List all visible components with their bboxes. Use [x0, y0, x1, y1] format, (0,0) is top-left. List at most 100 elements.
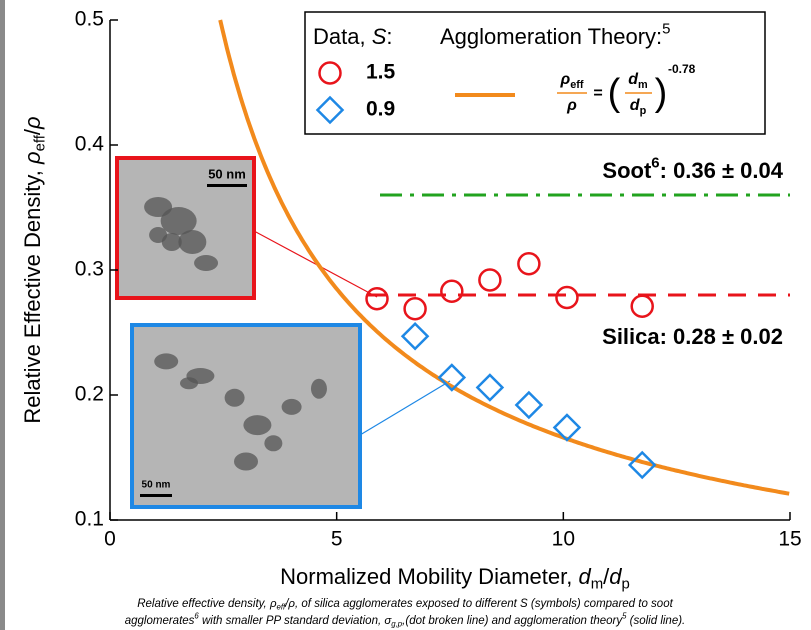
- data-point: [365, 287, 389, 311]
- equals-sign: =: [593, 85, 602, 102]
- inset-connector: [359, 380, 451, 436]
- x-tick-label: 10: [552, 528, 575, 551]
- text-segment: m: [591, 576, 603, 593]
- data-point: [440, 279, 464, 303]
- text-segment: :: [386, 24, 392, 49]
- rich-text: dm: [628, 71, 647, 90]
- rich-text: ρ: [566, 97, 577, 114]
- text-segment: ρ: [20, 151, 45, 165]
- rich-text: Normalized Mobility Diameter, dm/dp: [280, 564, 630, 593]
- text-segment: ,(dot broken line) and agglomeration the…: [402, 615, 623, 627]
- text-segment: /: [20, 128, 45, 135]
- exponent: -0.78: [668, 62, 696, 76]
- text-segment: (solid line).: [626, 615, 685, 627]
- rich-text: dp: [630, 97, 647, 116]
- data-point: [627, 450, 657, 480]
- text-segment: p: [622, 576, 630, 593]
- rich-text: ρeff: [560, 71, 584, 90]
- text-segment: 5: [622, 612, 627, 621]
- scale-bar: [207, 184, 247, 187]
- text-segment: Agglomeration Theory:: [440, 24, 662, 49]
- text-segment: 5: [662, 21, 670, 38]
- data-point: [517, 252, 541, 276]
- text-segment: 6: [194, 612, 199, 621]
- rich-text: Relative Effective Density, ρeff/ρ: [20, 116, 49, 423]
- y-tick-label: 0.1: [75, 508, 104, 531]
- text-segment: eff: [32, 134, 49, 151]
- legend-marker: [318, 61, 342, 85]
- scale-bar-label: 50 nm: [142, 480, 171, 491]
- text-segment: : 0.36 ± 0.04: [660, 158, 784, 183]
- particle-cluster: [243, 415, 272, 436]
- rich-text: Data, S:: [313, 24, 393, 49]
- text-segment: ρ: [560, 71, 571, 88]
- text-segment: agglomerates: [125, 615, 195, 627]
- y-tick-label: 0.2: [75, 383, 104, 406]
- text-segment: with smaller PP standard deviation,: [199, 615, 385, 627]
- text-segment: Data,: [313, 24, 372, 49]
- text-segment: p: [640, 105, 647, 117]
- text-segment: Silica: 0.28 ± 0.02: [602, 324, 783, 349]
- data-point: [403, 297, 427, 321]
- particle-cluster: [160, 207, 197, 235]
- legend-label: 0.9: [366, 98, 395, 121]
- text-segment: ρ: [566, 97, 577, 114]
- text-segment: d: [578, 564, 591, 589]
- legend-box: [304, 11, 766, 135]
- particle-cluster: [310, 378, 327, 399]
- text-segment: g,p: [391, 620, 403, 629]
- text-segment: ρ: [269, 598, 277, 610]
- edge-bar: [0, 0, 5, 630]
- rich-text: Agglomeration Theory:5: [440, 21, 671, 49]
- text-segment: /ρ, of silica agglomerates exposed to di…: [284, 598, 673, 610]
- text-segment: eff: [570, 79, 584, 91]
- scale-bar-label: 50 nm: [208, 166, 246, 181]
- paren: ): [655, 72, 668, 114]
- data-point: [400, 321, 430, 351]
- x-tick-label: 5: [331, 528, 343, 551]
- data-point: [478, 268, 502, 292]
- y-tick-label: 0.3: [75, 258, 104, 281]
- particle-cluster: [161, 233, 182, 251]
- text-segment: m: [638, 79, 648, 91]
- text-segment: d: [628, 71, 639, 88]
- text-segment: σ: [384, 615, 392, 627]
- text-segment: ρ: [20, 116, 45, 130]
- text-segment: eff: [277, 603, 287, 612]
- text-segment: Relative Effective Density,: [20, 164, 45, 424]
- paren: (: [608, 72, 621, 114]
- legend-marker: [315, 95, 345, 125]
- particle-cluster: [264, 435, 283, 452]
- text-segment: /: [603, 564, 610, 589]
- rich-text: Relative effective density, ρeff/ρ, of s…: [137, 598, 673, 611]
- particle-cluster: [234, 452, 258, 471]
- rich-text: Silica: 0.28 ± 0.02: [602, 324, 783, 349]
- y-tick-label: 0.4: [75, 133, 105, 156]
- y-tick-label: 0.5: [75, 8, 104, 31]
- data-point: [514, 390, 544, 420]
- particle-cluster: [178, 230, 207, 254]
- rich-text: agglomerates6 with smaller PP standard d…: [125, 612, 686, 629]
- x-tick-label: 15: [778, 528, 801, 551]
- rich-text: Soot6: 0.36 ± 0.04: [602, 155, 783, 183]
- data-point: [630, 294, 654, 318]
- text-segment: S: [372, 24, 387, 49]
- data-point: [555, 285, 579, 310]
- legend-label: 1.5: [366, 61, 396, 84]
- text-segment: Relative effective density,: [137, 598, 270, 610]
- data-point: [552, 413, 582, 442]
- data-point: [437, 363, 467, 392]
- text-segment: 6: [651, 155, 659, 172]
- text-segment: d: [630, 97, 641, 114]
- x-tick-label: 0: [104, 528, 116, 551]
- particle-cluster: [194, 255, 219, 271]
- particle-cluster: [281, 398, 302, 415]
- scale-bar: [140, 494, 172, 497]
- particle-cluster: [149, 227, 168, 243]
- text-segment: d: [609, 564, 622, 589]
- data-point: [475, 373, 505, 402]
- text-segment: Soot: [602, 158, 652, 183]
- text-segment: Normalized Mobility Diameter,: [280, 564, 578, 589]
- particle-cluster: [224, 388, 245, 407]
